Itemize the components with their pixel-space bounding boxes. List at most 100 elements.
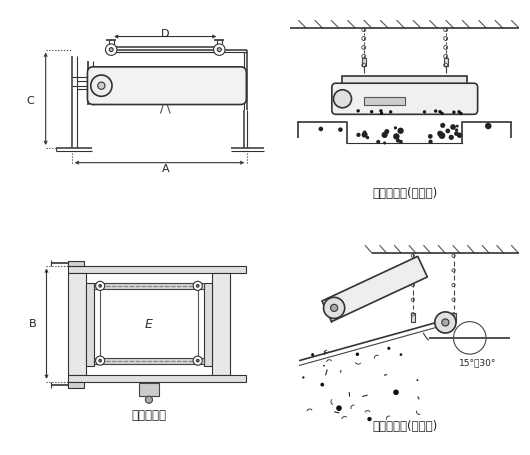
Circle shape bbox=[390, 111, 392, 114]
Circle shape bbox=[454, 132, 459, 136]
Circle shape bbox=[323, 298, 344, 319]
Circle shape bbox=[145, 396, 153, 404]
Circle shape bbox=[417, 379, 418, 381]
Circle shape bbox=[370, 111, 373, 113]
Circle shape bbox=[197, 285, 199, 288]
Text: D: D bbox=[161, 29, 170, 39]
Circle shape bbox=[396, 139, 400, 143]
Circle shape bbox=[448, 136, 454, 141]
Circle shape bbox=[393, 389, 399, 395]
Bar bbox=[444, 59, 448, 67]
Bar bbox=[68, 382, 84, 389]
Bar bbox=[411, 313, 415, 322]
Circle shape bbox=[356, 133, 360, 138]
Bar bbox=[364, 98, 405, 106]
Circle shape bbox=[398, 128, 404, 135]
Bar bbox=[68, 261, 84, 266]
Circle shape bbox=[381, 113, 383, 115]
Polygon shape bbox=[322, 257, 427, 322]
Bar bbox=[94, 284, 204, 289]
Circle shape bbox=[105, 45, 117, 56]
Circle shape bbox=[193, 356, 202, 365]
Circle shape bbox=[95, 356, 105, 365]
Bar bbox=[139, 384, 158, 397]
Circle shape bbox=[382, 132, 388, 139]
Circle shape bbox=[321, 383, 324, 387]
Bar bbox=[94, 359, 204, 364]
Circle shape bbox=[428, 140, 432, 145]
Circle shape bbox=[338, 128, 343, 133]
Circle shape bbox=[440, 124, 445, 129]
Text: C: C bbox=[26, 96, 34, 106]
Text: 外形尺寸图: 外形尺寸图 bbox=[131, 408, 166, 421]
Circle shape bbox=[214, 45, 225, 56]
Text: 安装示意图(倾斜式): 安装示意图(倾斜式) bbox=[372, 419, 437, 432]
Circle shape bbox=[445, 129, 450, 134]
Circle shape bbox=[439, 111, 441, 113]
Circle shape bbox=[331, 305, 338, 312]
Circle shape bbox=[98, 83, 105, 90]
Circle shape bbox=[383, 142, 386, 145]
Bar bbox=[85, 283, 94, 366]
Circle shape bbox=[95, 282, 105, 291]
Circle shape bbox=[366, 136, 369, 140]
Circle shape bbox=[456, 126, 458, 128]
Circle shape bbox=[302, 376, 305, 379]
Circle shape bbox=[217, 49, 222, 52]
Bar bbox=[342, 77, 467, 86]
Circle shape bbox=[99, 359, 101, 362]
Circle shape bbox=[428, 135, 432, 139]
Circle shape bbox=[458, 111, 460, 114]
Circle shape bbox=[435, 312, 456, 333]
Text: E: E bbox=[145, 317, 153, 330]
Circle shape bbox=[423, 111, 426, 114]
Circle shape bbox=[457, 133, 462, 139]
Circle shape bbox=[99, 285, 101, 288]
Bar bbox=[213, 273, 230, 375]
Circle shape bbox=[387, 347, 391, 350]
FancyBboxPatch shape bbox=[87, 68, 246, 105]
Circle shape bbox=[311, 354, 314, 357]
Circle shape bbox=[450, 125, 456, 131]
Circle shape bbox=[336, 405, 342, 411]
Circle shape bbox=[384, 130, 390, 135]
Text: 15°～30°: 15°～30° bbox=[459, 358, 497, 367]
Circle shape bbox=[109, 49, 113, 52]
Circle shape bbox=[399, 141, 403, 144]
Circle shape bbox=[460, 113, 462, 115]
Circle shape bbox=[333, 91, 351, 109]
Circle shape bbox=[393, 134, 400, 140]
Circle shape bbox=[441, 113, 443, 115]
Circle shape bbox=[197, 359, 199, 362]
Circle shape bbox=[442, 319, 449, 326]
Circle shape bbox=[356, 353, 359, 356]
Circle shape bbox=[453, 112, 455, 114]
Bar bbox=[362, 59, 366, 67]
Bar bbox=[204, 283, 213, 366]
Circle shape bbox=[193, 282, 202, 291]
Circle shape bbox=[380, 111, 382, 112]
Circle shape bbox=[400, 354, 402, 356]
Circle shape bbox=[438, 133, 445, 140]
Circle shape bbox=[323, 365, 325, 367]
Bar bbox=[68, 266, 246, 273]
Circle shape bbox=[367, 417, 372, 421]
Circle shape bbox=[361, 132, 368, 138]
Bar bbox=[451, 313, 456, 322]
Circle shape bbox=[394, 127, 397, 130]
Circle shape bbox=[435, 111, 437, 113]
Circle shape bbox=[376, 141, 380, 145]
Bar bbox=[215, 48, 224, 53]
FancyBboxPatch shape bbox=[332, 84, 478, 115]
Text: 安装示意图(水平式): 安装示意图(水平式) bbox=[372, 186, 437, 199]
Circle shape bbox=[319, 127, 323, 132]
Text: A: A bbox=[162, 163, 169, 173]
Circle shape bbox=[485, 123, 491, 130]
Circle shape bbox=[363, 131, 366, 135]
Bar bbox=[107, 48, 116, 53]
Circle shape bbox=[455, 129, 458, 132]
Text: B: B bbox=[29, 318, 37, 329]
Circle shape bbox=[437, 131, 443, 137]
Bar bbox=[68, 375, 246, 382]
Circle shape bbox=[357, 111, 359, 112]
